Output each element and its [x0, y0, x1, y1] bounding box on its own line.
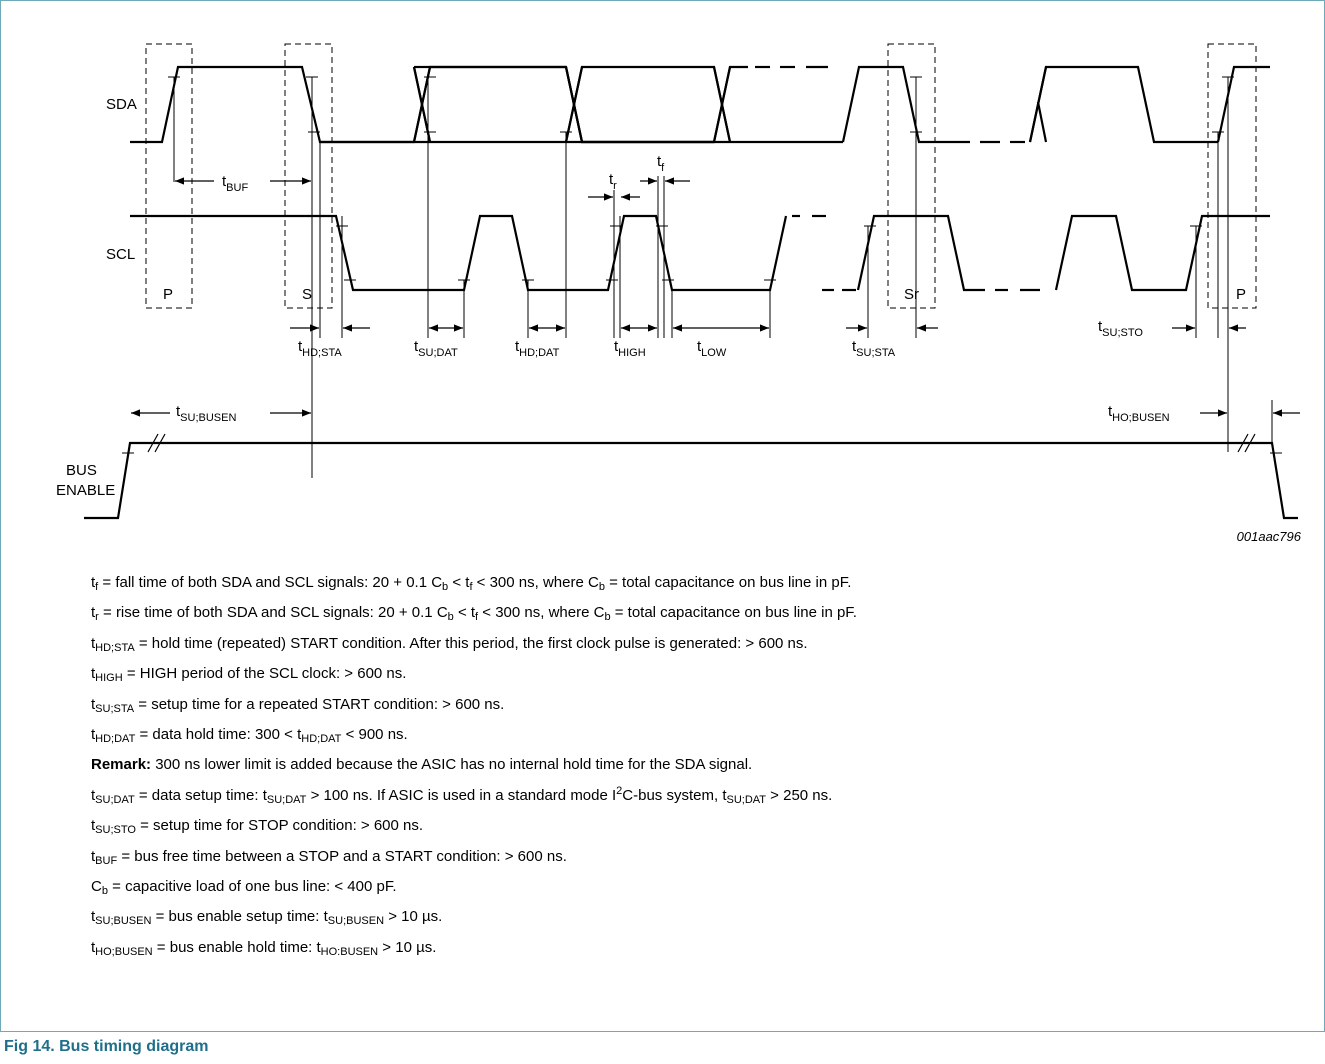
sda-waveform — [130, 65, 1270, 144]
t-su-sta-label: tSU;STA — [852, 338, 896, 359]
note-line: tSU;STO = setup time for STOP condition:… — [91, 817, 424, 837]
bus-timing-diagram: SDA SCL BUS ENABLE P S Sr P tBUF tr tf t… — [56, 43, 1302, 544]
repeated-start-label: Sr — [904, 286, 919, 303]
stop-box-right — [1207, 43, 1257, 309]
bus-enable-label-1: BUS — [66, 462, 97, 479]
bus-enable-break-marks — [147, 433, 1256, 453]
note-line: tBUF = bus free time between a STOP and … — [91, 847, 567, 867]
t-f-label: tf — [657, 153, 665, 174]
scl-waveform — [130, 214, 1270, 292]
condition-boxes — [145, 43, 1257, 309]
t-r-label: tr — [609, 171, 617, 192]
bus-enable-label-2: ENABLE — [56, 482, 115, 499]
reference-lines — [173, 77, 1229, 478]
figure-id: 001aac796 — [1237, 529, 1302, 544]
t-su-dat-label: tSU;DAT — [414, 338, 458, 359]
note-line: tHD;DAT = data hold time: 300 < tHD;DAT … — [91, 726, 408, 745]
sda-data-crossings — [412, 66, 732, 143]
sda-dashes — [755, 65, 1025, 144]
stop-label-right: P — [1236, 286, 1246, 303]
t-hd-sta-label: tHD;STA — [298, 338, 342, 359]
start-label: S — [302, 286, 312, 303]
note-line: tHO;BUSEN = bus enable hold time: tHO:BU… — [91, 938, 437, 958]
note-line: tSU;BUSEN = bus enable setup time: tSU;B… — [91, 908, 443, 928]
bus-enable-waveform — [84, 441, 1298, 520]
t-hd-dat-label: tHD;DAT — [515, 338, 560, 359]
t-buf-label: tBUF — [222, 173, 248, 194]
scl-label: SCL — [106, 246, 135, 263]
note-line: tr = rise time of both SDA and SCL signa… — [91, 604, 857, 624]
dimension-arrows — [131, 177, 1300, 417]
note-line: tHIGH = HIGH period of the SCL clock: > … — [91, 665, 407, 685]
t-su-busen-label: tSU;BUSEN — [176, 403, 236, 424]
start-box — [284, 43, 333, 309]
repeated-start-box — [887, 43, 936, 309]
t-low-label: tLOW — [697, 338, 727, 359]
note-line: Cb = capacitive load of one bus line: < … — [91, 878, 397, 897]
note-line: tf = fall time of both SDA and SCL signa… — [91, 574, 852, 593]
t-high-label: tHIGH — [614, 338, 646, 359]
note-line: tSU;DAT = data setup time: tSU;DAT > 100… — [91, 784, 833, 806]
figure-caption: Fig 14. Bus timing diagram — [4, 1038, 209, 1055]
note-line: tHD;STA = hold time (repeated) START con… — [91, 634, 808, 654]
stop-box-left — [145, 43, 193, 309]
note-line: Remark: 300 ns lower limit is added beca… — [91, 756, 753, 774]
sda-label: SDA — [106, 96, 137, 113]
threshold-ticks — [122, 76, 1282, 454]
t-ho-busen-label: tHO;BUSEN — [1108, 403, 1170, 424]
scl-dashes — [792, 214, 1040, 292]
stop-label-left: P — [163, 286, 173, 303]
t-su-sto-label: tSU;STO — [1098, 318, 1143, 339]
note-line: tSU;STA = setup time for a repeated STAR… — [91, 695, 505, 715]
